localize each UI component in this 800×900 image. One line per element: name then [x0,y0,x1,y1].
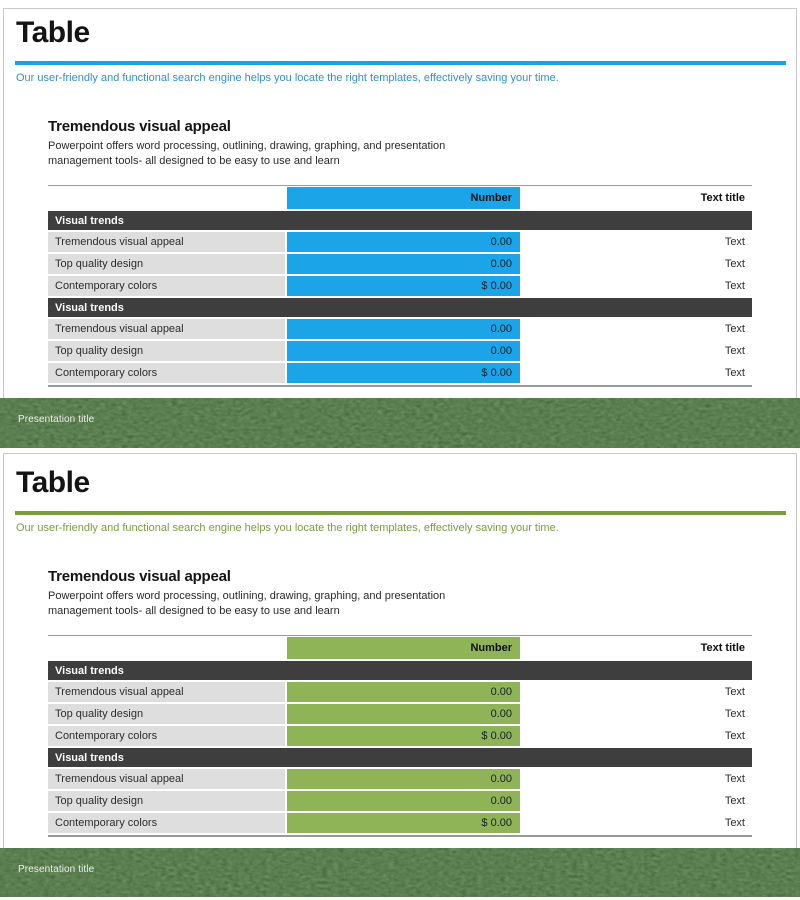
section-body-line: management tools- all designed to be eas… [48,155,340,167]
slide-subtitle: Our user-friendly and functional search … [16,522,559,534]
table-row: Contemporary colors $ 0.00 Text [48,276,752,296]
number-value-cell: 0.00 [287,704,520,724]
section-body-line: management tools- all designed to be eas… [48,605,340,617]
text-value-cell: Text [522,254,752,274]
footer-label: Presentation title [18,414,95,425]
text-value-cell: Text [522,232,752,252]
table-row: Tremendous visual appeal 0.00 Text [48,232,752,252]
number-value-cell: $ 0.00 [287,813,520,833]
text-value-cell: Text [522,682,752,702]
number-value-cell: $ 0.00 [287,276,520,296]
row-label-cell: Top quality design [48,254,285,274]
row-label-cell: Contemporary colors [48,813,285,833]
group-header-row: Visual trends [48,748,752,767]
accent-divider [15,511,786,515]
grass-texture-image [0,848,800,897]
text-value-cell: Text [522,363,752,383]
text-value-cell: Text [522,341,752,361]
row-label-cell: Contemporary colors [48,363,285,383]
column-header-number: Number [287,187,520,209]
number-value-cell: $ 0.00 [287,363,520,383]
column-header-text-title: Text title [522,187,752,209]
table-row: Tremendous visual appeal 0.00 Text [48,769,752,789]
table-top-border [48,185,752,186]
column-header-empty [48,187,285,209]
text-value-cell: Text [522,769,752,789]
footer-bar: Presentation title [0,848,800,897]
footer-bar: Presentation title [0,398,800,448]
slide-title: Table [16,466,90,499]
accent-divider [15,61,786,65]
slide-green-table: Table Our user-friendly and functional s… [0,450,800,900]
group-header-label: Visual trends [48,748,752,767]
table-row: Tremendous visual appeal 0.00 Text [48,682,752,702]
table-row: Top quality design 0.00 Text [48,704,752,724]
section-body-line: Powerpoint offers word processing, outli… [48,140,446,152]
table-bottom-border [48,835,752,837]
table-row: Top quality design 0.00 Text [48,341,752,361]
table-row: Tremendous visual appeal 0.00 Text [48,319,752,339]
table-row: Contemporary colors $ 0.00 Text [48,363,752,383]
number-value-cell: 0.00 [287,319,520,339]
row-label-cell: Tremendous visual appeal [48,319,285,339]
row-label-cell: Contemporary colors [48,726,285,746]
number-value-cell: 0.00 [287,341,520,361]
text-value-cell: Text [522,704,752,724]
text-value-cell: Text [522,319,752,339]
group-header-row: Visual trends [48,211,752,230]
row-label-cell: Contemporary colors [48,276,285,296]
group-header-row: Visual trends [48,298,752,317]
text-value-cell: Text [522,813,752,833]
table-bottom-border [48,385,752,387]
slide-subtitle: Our user-friendly and functional search … [16,72,559,84]
number-value-cell: 0.00 [287,791,520,811]
table-row: Contemporary colors $ 0.00 Text [48,726,752,746]
row-label-cell: Tremendous visual appeal [48,232,285,252]
section-heading: Tremendous visual appeal [48,568,231,585]
row-label-cell: Tremendous visual appeal [48,682,285,702]
row-label-cell: Top quality design [48,704,285,724]
number-value-cell: 0.00 [287,232,520,252]
number-value-cell: 0.00 [287,254,520,274]
table-top-border [48,635,752,636]
grass-texture-image [0,398,800,448]
section-heading: Tremendous visual appeal [48,118,231,135]
group-header-label: Visual trends [48,298,752,317]
number-value-cell: $ 0.00 [287,726,520,746]
group-header-label: Visual trends [48,661,752,680]
row-label-cell: Top quality design [48,791,285,811]
text-value-cell: Text [522,276,752,296]
column-header-text-title: Text title [522,637,752,659]
group-header-label: Visual trends [48,211,752,230]
number-value-cell: 0.00 [287,769,520,789]
data-table: Number Text title Visual trends Tremendo… [48,635,752,837]
table-row: Top quality design 0.00 Text [48,254,752,274]
column-header-number: Number [287,637,520,659]
row-label-cell: Top quality design [48,341,285,361]
table-header-row: Number Text title [48,187,752,209]
group-header-row: Visual trends [48,661,752,680]
table-row: Contemporary colors $ 0.00 Text [48,813,752,833]
text-value-cell: Text [522,791,752,811]
data-table: Number Text title Visual trends Tremendo… [48,185,752,387]
row-label-cell: Tremendous visual appeal [48,769,285,789]
slide-title: Table [16,16,90,49]
table-header-row: Number Text title [48,637,752,659]
section-body-line: Powerpoint offers word processing, outli… [48,590,446,602]
footer-label: Presentation title [18,864,95,875]
column-header-empty [48,637,285,659]
table-row: Top quality design 0.00 Text [48,791,752,811]
number-value-cell: 0.00 [287,682,520,702]
slide-blue-table: Table Our user-friendly and functional s… [0,8,800,448]
text-value-cell: Text [522,726,752,746]
